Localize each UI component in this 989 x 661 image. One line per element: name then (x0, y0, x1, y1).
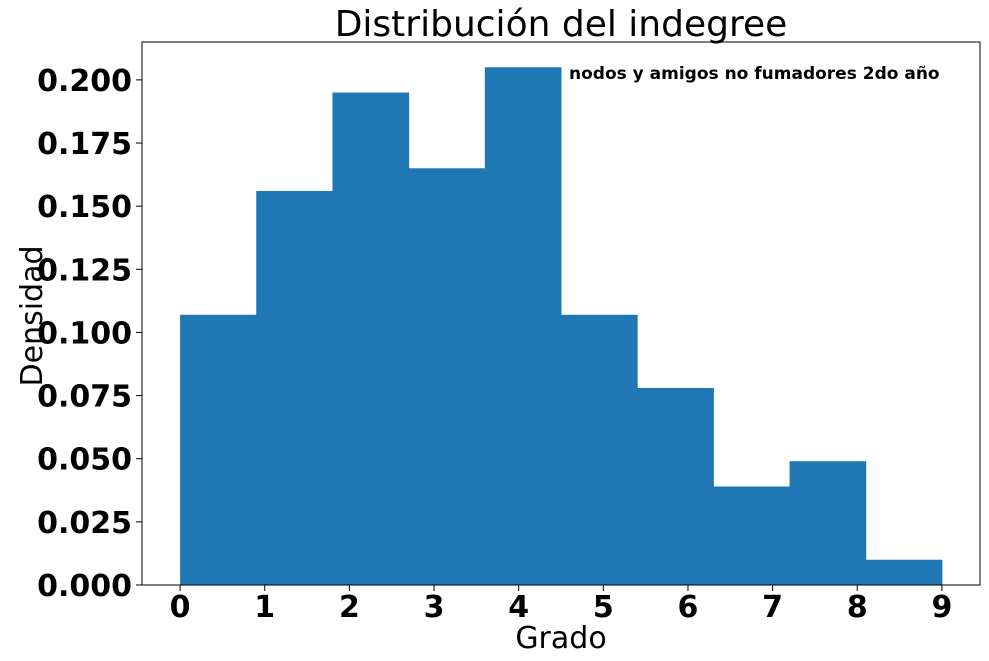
y-axis: 0.000 0.025 0.050 0.075 0.100 0.125 0.150 0.175… (37, 64, 142, 604)
y-tick-label: 0.000 (37, 569, 132, 604)
histogram-bar-4 (484, 67, 562, 586)
x-tick-label: 1 (254, 590, 275, 625)
x-tick-label: 3 (424, 590, 445, 625)
y-tick-label: 0.200 (37, 64, 132, 99)
histogram-bar-7 (713, 486, 791, 585)
histogram-bar-8 (789, 461, 867, 585)
y-axis-label: Densidad (15, 245, 50, 386)
x-tick-label: 8 (847, 590, 868, 625)
x-tick-label: 4 (508, 590, 529, 625)
y-tick-label: 0.025 (37, 506, 132, 541)
y-tick-label: 0.125 (37, 253, 132, 288)
histogram-bar-3 (408, 168, 486, 586)
x-tick-label: 5 (593, 590, 614, 625)
x-tick-label: 9 (931, 590, 952, 625)
histogram-bar-0 (180, 314, 257, 585)
y-tick-label: 0.100 (37, 316, 132, 351)
chart-title: Distribución del indegree (335, 4, 788, 45)
histogram-bar-1 (256, 191, 333, 585)
histogram-bar-2 (332, 92, 410, 585)
y-tick-label: 0.175 (37, 127, 132, 162)
annotation-text: nodos y amigos no fumadores 2do año (569, 64, 940, 84)
x-axis: 0 1 2 3 4 5 6 7 8 9 (170, 585, 952, 625)
bars (180, 67, 943, 586)
histogram-bar-5 (561, 314, 638, 585)
histogram-bar-9 (865, 559, 943, 585)
histogram-bar-6 (637, 388, 714, 585)
y-tick-label: 0.150 (37, 190, 132, 225)
y-tick-label: 0.075 (37, 380, 132, 415)
x-axis-label: Grado (515, 621, 606, 656)
x-tick-label: 0 (170, 590, 191, 625)
y-tick-label: 0.050 (37, 443, 132, 478)
x-tick-label: 6 (678, 590, 699, 625)
x-tick-label: 7 (762, 590, 783, 625)
x-tick-label: 2 (339, 590, 360, 625)
plot-frame (141, 41, 981, 586)
